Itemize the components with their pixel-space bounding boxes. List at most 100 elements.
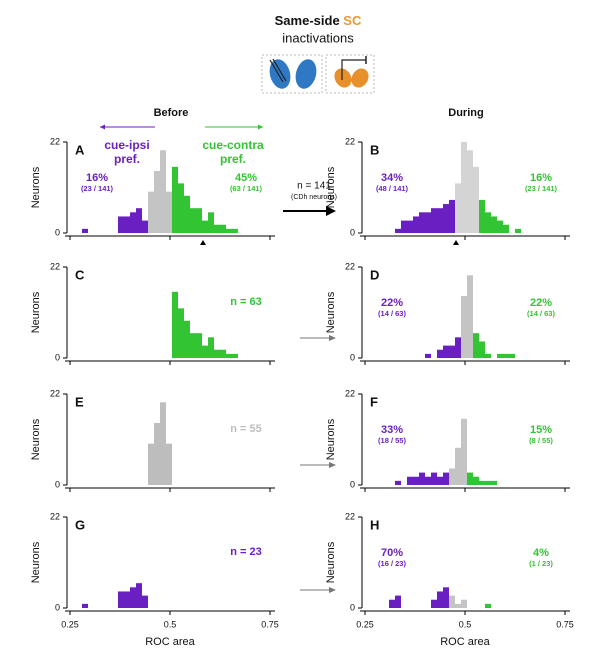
stat-sublabel: (23 / 141): [525, 184, 558, 193]
y-tick-label: 0: [350, 227, 355, 237]
bar: [154, 170, 160, 233]
bar: [154, 422, 160, 485]
stat-sublabel: (18 / 55): [378, 436, 406, 445]
bar: [130, 587, 136, 608]
bar: [485, 603, 491, 608]
bar: [82, 228, 88, 233]
x-tick-label: 0.75: [261, 619, 279, 629]
bar: [455, 603, 461, 608]
stat-label: 16%: [86, 172, 108, 184]
bar: [485, 480, 491, 485]
bar: [467, 150, 473, 233]
bar: [220, 349, 226, 358]
y-label: Neurons: [30, 541, 42, 583]
figure-subtitle: inactivations: [282, 30, 354, 45]
stat-label: 70%: [381, 547, 403, 559]
stat-sublabel: (63 / 141): [230, 184, 263, 193]
title-text: Same-side: [275, 13, 344, 28]
bar: [425, 353, 431, 358]
x-tick-label: 0.75: [556, 619, 574, 629]
bar: [413, 476, 419, 485]
bar: [443, 587, 449, 608]
y-tick-label: 22: [345, 511, 355, 521]
bar: [202, 345, 208, 358]
bar: [461, 142, 467, 233]
bar: [118, 216, 124, 233]
bar: [473, 166, 479, 233]
bar: [479, 199, 485, 233]
pref-label: pref.: [114, 152, 140, 166]
bar: [449, 199, 455, 233]
arrows: [283, 206, 336, 593]
y-label: Neurons: [30, 166, 42, 208]
x-tick-label: 0.25: [356, 619, 374, 629]
bar: [503, 353, 509, 358]
y-tick-label: 22: [50, 136, 60, 146]
bar: [178, 308, 184, 358]
bar: [172, 291, 178, 358]
bar: [479, 341, 485, 358]
panel-letter: D: [370, 267, 379, 282]
x-label: ROC area: [145, 636, 195, 648]
median-marker: [200, 240, 206, 245]
y-label: Neurons: [325, 291, 337, 333]
stat-sublabel: (16 / 23): [378, 559, 406, 568]
stat-label: n = 23: [230, 546, 262, 558]
bar: [184, 195, 190, 233]
y-label: Neurons: [325, 418, 337, 460]
title-highlight: SC: [343, 13, 362, 28]
bar: [232, 353, 238, 358]
stat-sublabel: (8 / 55): [529, 436, 553, 445]
bar: [142, 595, 148, 608]
bar: [178, 183, 184, 233]
bar: [196, 333, 202, 358]
bar: [491, 216, 497, 233]
y-label: Neurons: [30, 291, 42, 333]
bar: [148, 191, 154, 233]
bar: [389, 599, 395, 608]
bar: [395, 595, 401, 608]
bar: [208, 337, 214, 358]
panel-letter: C: [75, 267, 85, 282]
bar: [473, 476, 479, 485]
bar: [437, 591, 443, 608]
pref-label: pref.: [220, 152, 246, 166]
bar: [443, 345, 449, 358]
bar: [449, 468, 455, 485]
bar: [461, 599, 467, 608]
stat-label: 45%: [235, 172, 257, 184]
column-title: Before: [154, 107, 189, 119]
panel-letter: H: [370, 517, 379, 532]
bar: [503, 224, 509, 233]
bar: [160, 150, 166, 233]
stat-sublabel: (14 / 63): [527, 309, 555, 318]
y-tick-label: 0: [55, 479, 60, 489]
bar: [407, 220, 413, 233]
panel-letter: A: [75, 142, 85, 157]
stat-label: 34%: [381, 172, 403, 184]
bar: [190, 208, 196, 233]
bar: [208, 212, 214, 233]
bar: [232, 228, 238, 233]
stat-label: 4%: [533, 547, 549, 559]
bar: [401, 220, 407, 233]
icon: [261, 54, 375, 94]
y-tick-label: 22: [345, 261, 355, 271]
bar: [226, 353, 232, 358]
pref-arrowhead: [100, 124, 105, 130]
y-label: Neurons: [325, 541, 337, 583]
bar: [455, 447, 461, 485]
y-tick-label: 0: [55, 602, 60, 612]
y-tick-label: 22: [50, 511, 60, 521]
bar: [82, 603, 88, 608]
y-tick-label: 0: [350, 352, 355, 362]
y-label: Neurons: [30, 418, 42, 460]
bar: [395, 228, 401, 233]
bar: [479, 480, 485, 485]
y-tick-label: 0: [55, 352, 60, 362]
figure-title: Same-side SC: [275, 13, 362, 28]
bar: [130, 212, 136, 233]
stat-label: 33%: [381, 424, 403, 436]
bar: [136, 208, 142, 233]
